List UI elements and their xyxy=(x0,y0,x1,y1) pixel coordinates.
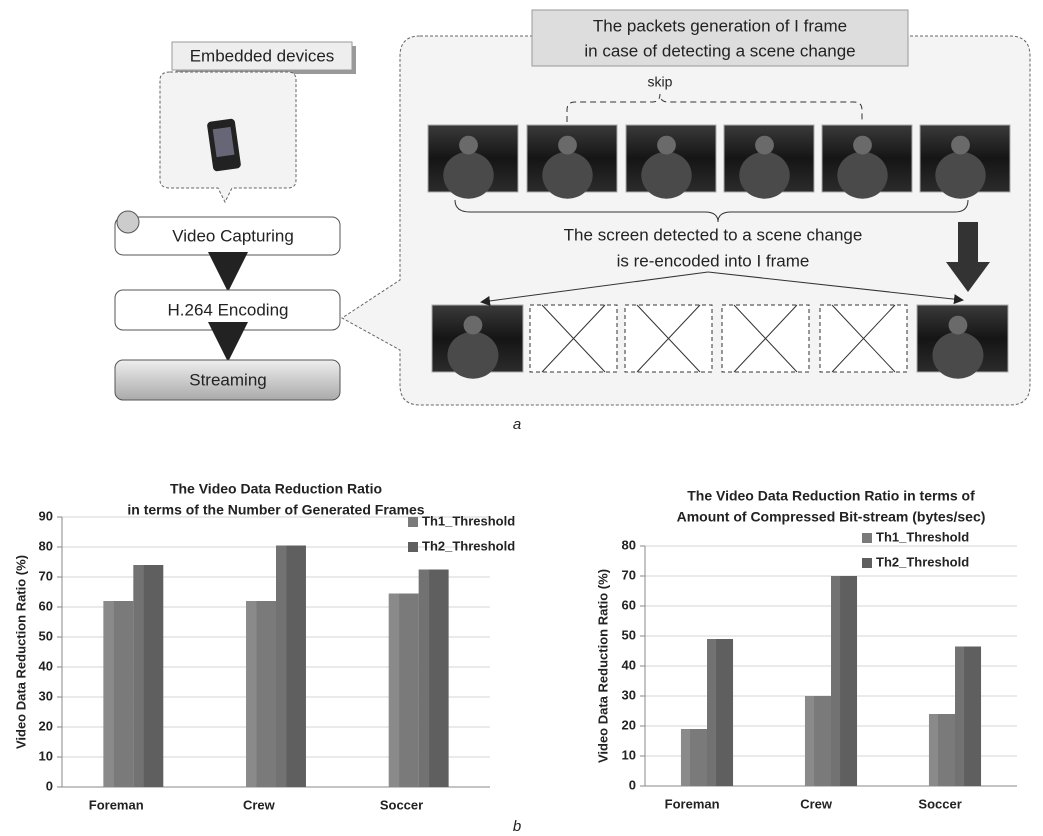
head xyxy=(464,316,483,335)
y-tick-label: 30 xyxy=(39,688,53,703)
y-tick-label: 10 xyxy=(622,747,636,762)
legend-swatch xyxy=(408,517,418,527)
label: Embedded devices xyxy=(190,46,335,65)
x-tick-label: Crew xyxy=(800,796,833,811)
y-axis-label: Video Data Reduction Ratio (%) xyxy=(13,555,28,749)
y-tick-label: 50 xyxy=(39,628,53,643)
y-tick-label: 50 xyxy=(622,627,636,642)
x-tick-label: Foreman xyxy=(665,796,720,811)
head xyxy=(949,316,968,335)
head xyxy=(657,136,676,155)
y-tick-label: 0 xyxy=(46,778,53,793)
legend-swatch xyxy=(408,542,418,552)
chart-title: The Video Data Reduction Ratio xyxy=(170,481,382,497)
y-tick-label: 40 xyxy=(39,658,53,673)
bar-shade xyxy=(246,601,256,787)
y-tick-label: 20 xyxy=(39,718,53,733)
figure xyxy=(542,152,592,199)
head xyxy=(853,136,872,155)
y-tick-label: 80 xyxy=(622,537,636,552)
y-tick-label: 40 xyxy=(622,657,636,672)
x-tick-label: Crew xyxy=(243,797,276,812)
head xyxy=(951,136,970,155)
chart-title: in terms of the Number of Generated Fram… xyxy=(127,502,424,518)
figure xyxy=(935,152,985,199)
figure xyxy=(837,152,887,199)
legend-label: Th1_Threshold xyxy=(422,513,515,528)
bar-shade xyxy=(707,639,716,786)
y-tick-label: 90 xyxy=(39,508,53,523)
figure xyxy=(932,332,983,379)
bar-shade xyxy=(419,570,429,788)
y-tick-label: 60 xyxy=(622,597,636,612)
x-tick-label: Soccer xyxy=(380,797,423,812)
y-tick-label: 10 xyxy=(39,748,53,763)
figure xyxy=(641,152,691,199)
bar-shade xyxy=(929,714,938,786)
y-tick-label: 20 xyxy=(622,717,636,732)
bar-shade xyxy=(805,696,814,786)
bar-shade xyxy=(681,729,690,786)
legend-label: Th1_Threshold xyxy=(876,529,969,544)
y-tick-label: 0 xyxy=(629,777,636,792)
figure: Embedded devices Video Capturing H.264 E… xyxy=(0,0,1043,836)
y-tick-label: 60 xyxy=(39,598,53,613)
figure xyxy=(739,152,789,199)
caption: b xyxy=(513,818,521,835)
legend-label: Th2_Threshold xyxy=(876,554,969,569)
note: The packets generation of I frame xyxy=(593,16,847,35)
y-tick-label: 70 xyxy=(39,568,53,583)
step-label: Streaming xyxy=(189,370,266,389)
caption: a xyxy=(513,416,521,433)
figure xyxy=(447,332,498,379)
chart-title: Amount of Compressed Bit-stream (bytes/s… xyxy=(677,509,986,525)
note: is re-encoded into I frame xyxy=(617,251,810,270)
bar-shade xyxy=(103,601,113,787)
bar-shade xyxy=(955,647,964,787)
chart-title: The Video Data Reduction Ratio in terms … xyxy=(687,488,975,504)
note: in case of detecting a scene change xyxy=(584,41,855,60)
x-tick-label: Soccer xyxy=(918,796,961,811)
camera-icon xyxy=(117,211,139,233)
bar-shade xyxy=(831,576,840,786)
y-axis-label: Video Data Reduction Ratio (%) xyxy=(595,569,610,763)
bar-shade xyxy=(389,594,399,788)
head xyxy=(558,136,577,155)
y-tick-label: 80 xyxy=(39,538,53,553)
figure xyxy=(443,152,493,199)
y-tick-label: 30 xyxy=(622,687,636,702)
step-label: Video Capturing xyxy=(172,226,294,245)
head xyxy=(459,136,478,155)
skip-label: skip xyxy=(648,74,673,90)
y-tick-label: 70 xyxy=(622,567,636,582)
legend-swatch xyxy=(862,533,872,543)
legend-swatch xyxy=(862,558,872,568)
bar-shade xyxy=(276,546,286,788)
legend-label: Th2_Threshold xyxy=(422,538,515,553)
note: The screen detected to a scene change xyxy=(564,225,863,244)
step-label: H.264 Encoding xyxy=(168,300,289,319)
head xyxy=(755,136,774,155)
x-tick-label: Foreman xyxy=(89,797,144,812)
bar-shade xyxy=(133,565,143,787)
